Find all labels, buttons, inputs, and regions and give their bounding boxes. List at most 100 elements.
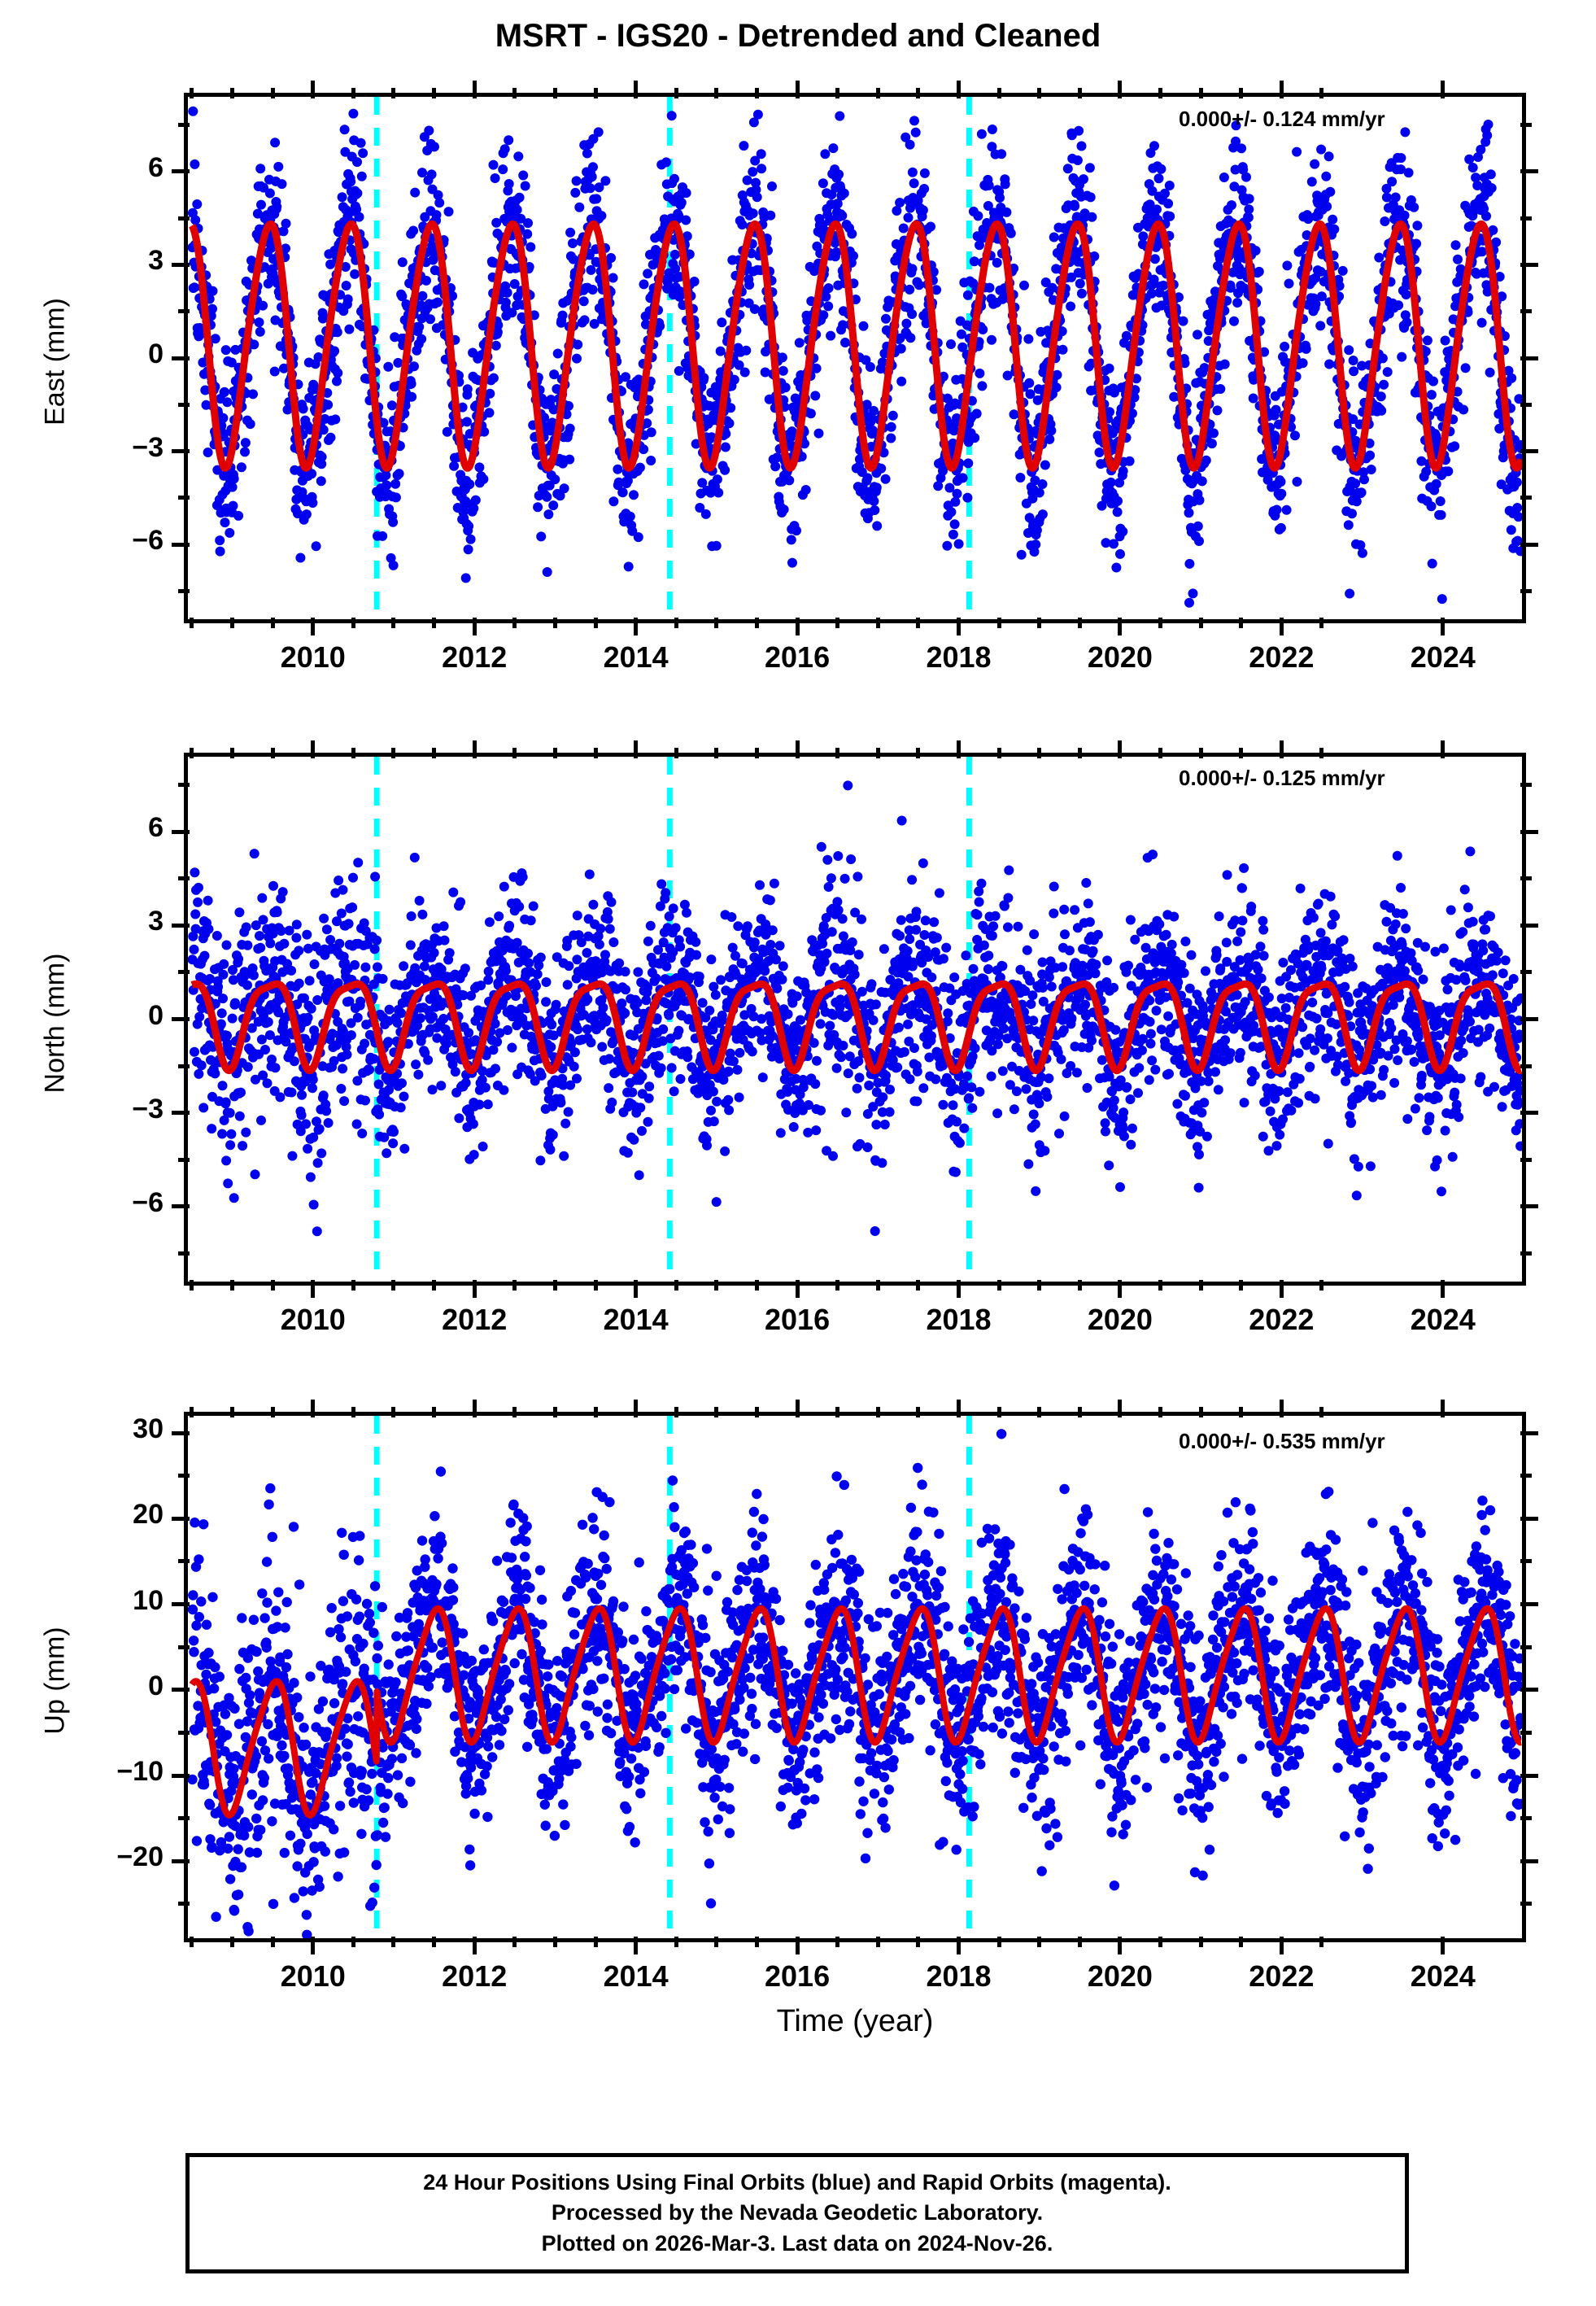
- y-tick-minor: [178, 1251, 190, 1256]
- x-tick-minor: [391, 618, 395, 628]
- x-tick-major-top: [634, 1400, 638, 1417]
- x-tick-minor-top: [512, 1407, 517, 1417]
- x-tick-major-top: [1280, 81, 1284, 98]
- x-tick-minor-top: [391, 748, 395, 758]
- footer-note-box: 24 Hour Positions Using Final Orbits (bl…: [185, 2153, 1409, 2273]
- x-tick-minor-top: [835, 1407, 839, 1417]
- y-tick-minor: [178, 1645, 190, 1649]
- rate-annotation-east: 0.000+/- 0.124 mm/yr: [1179, 107, 1385, 132]
- x-tick-minor-top: [997, 748, 1001, 758]
- y-tick-minor-right: [1520, 1158, 1532, 1162]
- plot-area-north[interactable]: [184, 753, 1526, 1286]
- x-tick-major-top: [957, 740, 961, 758]
- y-tick-major: [172, 356, 190, 360]
- x-tick-label: 2018: [885, 640, 1031, 675]
- x-tick-minor: [391, 1280, 395, 1291]
- y-tick-minor: [178, 876, 190, 880]
- x-tick-minor: [916, 618, 920, 628]
- x-tick-minor-top: [674, 1407, 678, 1417]
- x-tick-major: [311, 1280, 315, 1298]
- x-tick-minor: [512, 1280, 517, 1291]
- x-tick-minor-top: [674, 748, 678, 758]
- y-tick-major-right: [1520, 830, 1538, 834]
- x-tick-minor-top: [997, 88, 1001, 98]
- x-tick-major-top: [311, 740, 315, 758]
- y-tick-minor: [178, 123, 190, 127]
- y-tick-minor: [178, 216, 190, 221]
- x-tick-minor: [1319, 618, 1323, 628]
- y-tick-major: [172, 1204, 190, 1208]
- x-tick-major: [473, 618, 477, 635]
- x-tick-minor: [876, 618, 880, 628]
- y-tick-minor-right: [1520, 1645, 1532, 1649]
- x-tick-major: [634, 1937, 638, 1954]
- x-tick-label: 2014: [563, 1303, 709, 1337]
- x-tick-minor: [1037, 1937, 1041, 1947]
- x-tick-major: [957, 1280, 961, 1298]
- plot-area-up[interactable]: [184, 1412, 1526, 1942]
- x-tick-minor-top: [512, 88, 517, 98]
- y-tick-label: −10: [82, 1756, 164, 1788]
- footer-line-1: 24 Hour Positions Using Final Orbits (bl…: [423, 2168, 1171, 2198]
- x-tick-minor: [594, 618, 598, 628]
- x-tick-minor: [1158, 618, 1162, 628]
- x-tick-major-top: [473, 1400, 477, 1417]
- data-points-final-orbits: [188, 1429, 1522, 1938]
- y-tick-major-right: [1520, 1111, 1538, 1115]
- y-tick-major: [172, 1111, 190, 1115]
- x-tick-major-top: [796, 1400, 800, 1417]
- y-tick-minor: [178, 1559, 190, 1563]
- y-tick-major: [172, 1859, 190, 1863]
- y-tick-major-right: [1520, 263, 1538, 267]
- x-tick-major-top: [311, 81, 315, 98]
- x-tick-minor: [1239, 1937, 1243, 1947]
- x-tick-minor: [1319, 1280, 1323, 1291]
- x-tick-label: 2024: [1370, 1959, 1516, 1994]
- x-tick-minor: [1037, 618, 1041, 628]
- x-tick-label: 2012: [401, 1959, 547, 1994]
- x-tick-minor-top: [1037, 748, 1041, 758]
- x-tick-major: [1280, 1937, 1284, 1954]
- x-tick-minor: [876, 1937, 880, 1947]
- y-tick-major: [172, 1688, 190, 1692]
- rate-annotation-north: 0.000+/- 0.125 mm/yr: [1179, 766, 1385, 791]
- x-tick-minor-top: [1158, 88, 1162, 98]
- x-tick-minor-top: [553, 88, 557, 98]
- x-tick-minor-top: [916, 88, 920, 98]
- x-tick-major-top: [1441, 81, 1445, 98]
- x-tick-major-top: [1441, 1400, 1445, 1417]
- x-tick-minor-top: [1037, 1407, 1041, 1417]
- x-tick-minor-top: [1078, 748, 1082, 758]
- x-tick-minor: [271, 618, 275, 628]
- x-tick-minor-top: [876, 748, 880, 758]
- y-tick-minor: [178, 496, 190, 500]
- y-tick-major: [172, 924, 190, 928]
- x-tick-minor-top: [916, 1407, 920, 1417]
- x-tick-major: [634, 1280, 638, 1298]
- plot-area-east[interactable]: [184, 93, 1526, 623]
- x-tick-minor: [916, 1280, 920, 1291]
- x-tick-label: 2022: [1208, 1303, 1354, 1337]
- x-tick-minor-top: [1158, 1407, 1162, 1417]
- y-tick-minor-right: [1520, 1559, 1532, 1563]
- x-tick-minor-top: [1037, 88, 1041, 98]
- y-tick-minor-right: [1520, 496, 1532, 500]
- y-tick-minor-right: [1520, 876, 1532, 880]
- y-tick-label: 0: [82, 1000, 164, 1032]
- x-tick-minor: [271, 1280, 275, 1291]
- x-tick-major-top: [1280, 1400, 1284, 1417]
- x-tick-minor-top: [351, 1407, 355, 1417]
- y-tick-label: −20: [82, 1841, 164, 1873]
- x-tick-label: 2010: [240, 640, 386, 675]
- x-tick-major-top: [957, 1400, 961, 1417]
- x-tick-minor: [512, 618, 517, 628]
- y-tick-major: [172, 1774, 190, 1778]
- x-tick-major: [1118, 1280, 1122, 1298]
- x-tick-minor: [271, 1937, 275, 1947]
- y-tick-minor: [178, 1158, 190, 1162]
- y-tick-label: −3: [82, 432, 164, 464]
- x-tick-label: 2024: [1370, 1303, 1516, 1337]
- x-tick-major-top: [1441, 740, 1445, 758]
- x-tick-minor: [351, 1937, 355, 1947]
- x-tick-major-top: [311, 1400, 315, 1417]
